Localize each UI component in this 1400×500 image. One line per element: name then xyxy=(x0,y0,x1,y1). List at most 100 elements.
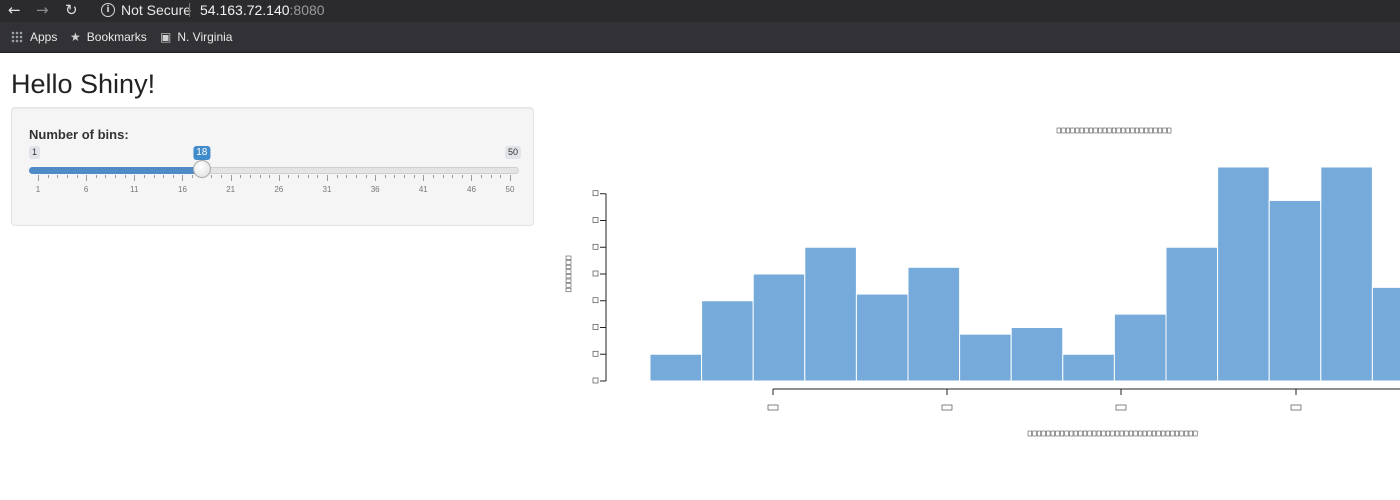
slider-tick xyxy=(413,175,415,178)
slider-tick xyxy=(278,175,280,181)
bins-slider-handle[interactable] xyxy=(192,160,211,178)
bookmark-label: N. Virginia xyxy=(177,30,233,44)
slider-tick xyxy=(153,175,155,178)
browser-toolbar: ← → ↻ i Not Secure 54.163.72.140:8080 xyxy=(0,0,1400,22)
slider-tick xyxy=(336,175,338,178)
slider-tick xyxy=(442,175,444,178)
histogram-bar xyxy=(1320,166,1373,382)
slider-tick xyxy=(452,175,454,178)
y-tick-label-glyph xyxy=(592,270,599,277)
bookmark-bookmarks[interactable]: ★ Bookmarks xyxy=(70,29,147,45)
sidebar-panel: Number of bins: 1 50 1 6 11 16 21 26 31 36 41 46 5… xyxy=(11,107,534,226)
slider-tick xyxy=(481,175,483,178)
slider-tick xyxy=(404,175,406,178)
address-bar[interactable]: 54.163.72.140:8080 xyxy=(200,2,325,18)
y-axis-label-glyph xyxy=(565,278,572,283)
histogram-bar xyxy=(649,353,703,382)
x-axis-label-glyph xyxy=(1151,430,1157,437)
x-axis-label-glyph xyxy=(1174,430,1180,437)
x-axis-label-glyph xyxy=(1055,430,1060,437)
histogram-bar xyxy=(1217,166,1270,382)
x-axis-label-glyph xyxy=(1059,430,1065,437)
plot-title-glyph xyxy=(1065,127,1071,134)
plot-title-glyph xyxy=(1111,127,1117,134)
page-title: Hello Shiny! xyxy=(11,69,156,99)
slider-tick xyxy=(500,175,502,178)
plot-title-glyph xyxy=(1167,127,1172,134)
y-tick-label-glyph xyxy=(592,190,599,197)
slider-tick xyxy=(365,175,367,178)
plot-title-glyph xyxy=(1148,127,1153,134)
x-axis-label-glyph xyxy=(1115,430,1120,437)
y-axis-label-glyph xyxy=(565,287,572,293)
x-axis-label-glyph xyxy=(1142,430,1147,437)
x-tick-label-glyph xyxy=(941,404,953,411)
plot-title xyxy=(1056,127,1172,134)
slider-tick xyxy=(221,175,223,178)
x-axis-label-glyph xyxy=(1050,430,1055,437)
x-axis-label-glyph xyxy=(1165,430,1170,437)
slider-tick xyxy=(384,175,386,178)
histogram-bar xyxy=(1113,313,1167,382)
security-label[interactable]: Not Secure xyxy=(121,2,192,18)
slider-tick xyxy=(115,175,117,178)
bins-slider-label: Number of bins: xyxy=(29,127,129,142)
x-axis-label-glyph xyxy=(1156,430,1161,437)
info-icon[interactable]: i xyxy=(101,3,115,17)
slider-tick-label: 21 xyxy=(226,185,236,194)
x-axis-label-glyph xyxy=(1184,430,1189,437)
slider-tick xyxy=(105,175,107,178)
slider-tick xyxy=(298,175,300,178)
slider-tick xyxy=(240,175,242,178)
plot-title-glyph xyxy=(1130,127,1135,134)
slider-tick xyxy=(86,175,88,181)
slider-tick xyxy=(307,175,309,178)
plot-title-glyph xyxy=(1139,127,1144,134)
slider-tick xyxy=(47,175,49,178)
slider-tick xyxy=(375,175,377,181)
slider-tick-label: 36 xyxy=(370,185,380,194)
x-axis-label-glyph xyxy=(1124,430,1129,437)
y-axis-label xyxy=(565,255,572,293)
slider-tick xyxy=(490,175,492,178)
histogram-bar xyxy=(855,293,909,382)
reload-icon[interactable]: ↻ xyxy=(65,1,78,19)
x-axis-label-glyph xyxy=(1073,430,1078,437)
histogram-bar xyxy=(1165,246,1219,382)
plot-title-glyph xyxy=(1070,127,1075,134)
slider-tick-label: 1 xyxy=(35,185,41,194)
x-axis-label-glyph xyxy=(1179,430,1184,437)
y-tick-label-glyph xyxy=(592,243,599,250)
slider-tick xyxy=(269,175,271,178)
plot-title-glyph xyxy=(1134,127,1140,134)
plot-title-glyph xyxy=(1157,127,1163,134)
apps-grid-icon xyxy=(11,31,23,43)
slider-tick xyxy=(124,175,126,178)
slider-tick xyxy=(471,175,473,181)
slider-tick-label: 6 xyxy=(83,185,89,194)
star-icon: ★ xyxy=(70,30,81,44)
bookmark-n-virginia[interactable]: ▣ N. Virginia xyxy=(160,29,232,45)
slider-tick xyxy=(432,175,434,178)
url-separator xyxy=(189,3,190,17)
back-arrow-icon[interactable]: ← xyxy=(8,1,21,19)
slider-tick xyxy=(230,175,232,181)
plot-title-glyph xyxy=(1098,127,1103,134)
histogram-plot xyxy=(565,127,1400,437)
histogram-bar xyxy=(752,273,806,382)
forward-arrow-icon[interactable]: → xyxy=(36,1,49,19)
x-axis-label-glyph xyxy=(1041,430,1046,437)
x-axis-label-glyph xyxy=(1110,430,1115,437)
histogram-bars xyxy=(649,166,1400,382)
x-axis-label-glyph xyxy=(1128,430,1134,437)
slider-tick xyxy=(192,175,194,178)
plot-title-glyph xyxy=(1144,127,1149,134)
plot-title-glyph xyxy=(1061,127,1066,134)
bookmark-apps[interactable]: Apps xyxy=(11,29,57,45)
slider-tick xyxy=(76,175,78,178)
plot-title-glyph xyxy=(1153,127,1158,134)
plot-title-glyph xyxy=(1093,127,1098,134)
x-axis-label-glyph xyxy=(1138,430,1143,437)
x-tick-label-glyph xyxy=(767,404,779,411)
slider-tick-label: 46 xyxy=(467,185,476,194)
